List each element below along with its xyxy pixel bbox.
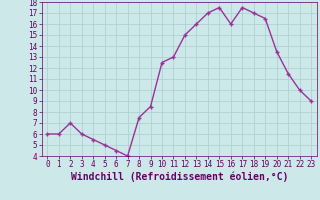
- X-axis label: Windchill (Refroidissement éolien,°C): Windchill (Refroidissement éolien,°C): [70, 172, 288, 182]
